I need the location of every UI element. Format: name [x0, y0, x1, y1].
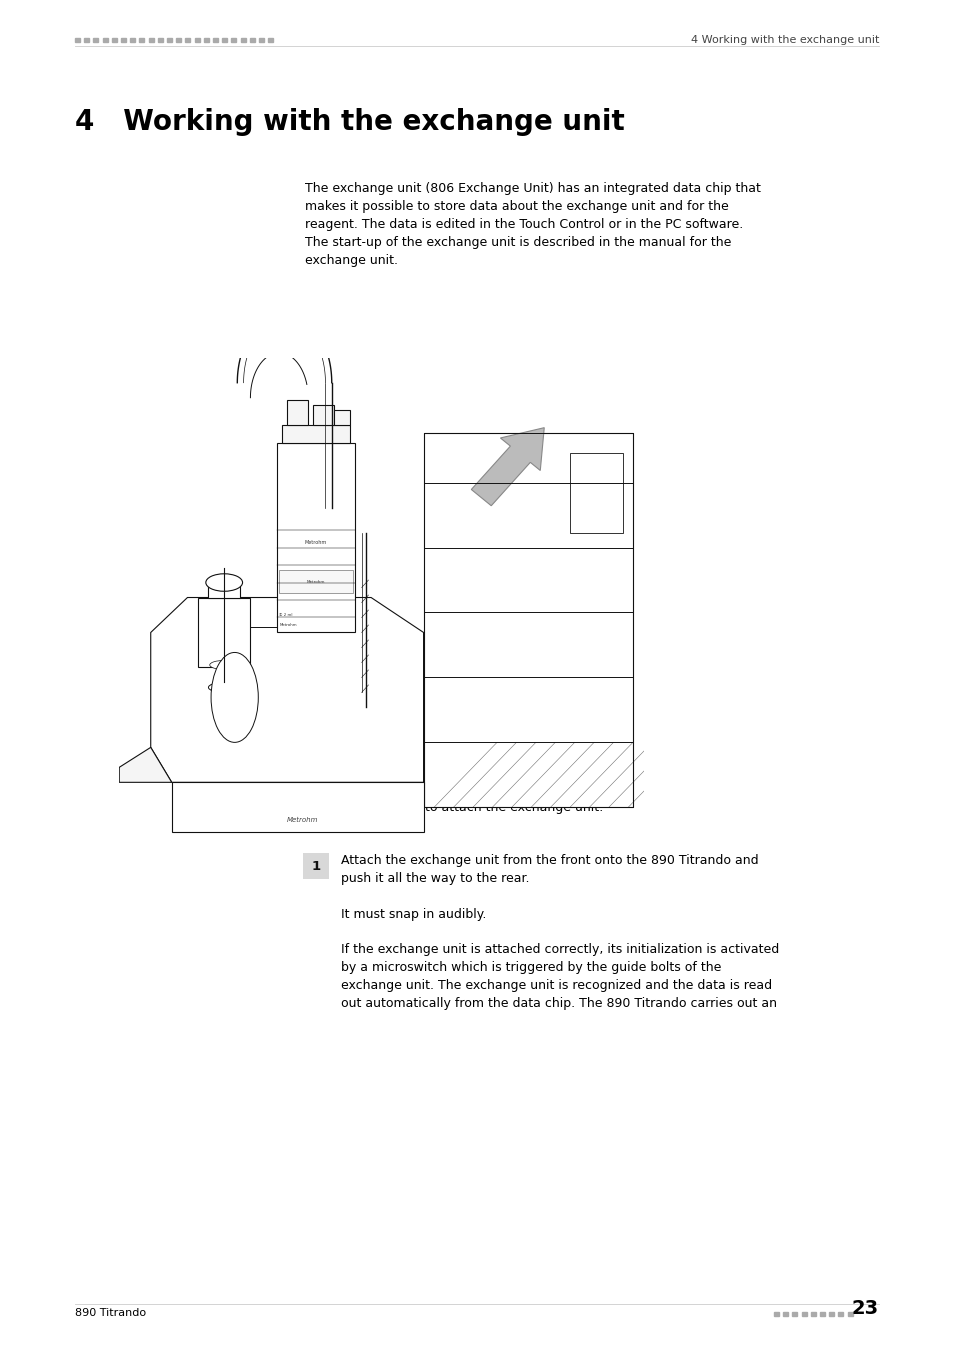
- Text: 4 Working with the exchange unit: 4 Working with the exchange unit: [690, 35, 878, 45]
- Bar: [208, 583, 240, 598]
- FancyBboxPatch shape: [423, 432, 633, 807]
- Text: 890 Titrando: 890 Titrando: [75, 1308, 146, 1318]
- Polygon shape: [119, 748, 172, 783]
- Bar: [213, 38, 218, 42]
- FancyArrow shape: [471, 428, 543, 506]
- Bar: [194, 38, 199, 42]
- Polygon shape: [151, 598, 423, 783]
- Text: If the exchange unit is attached correctly, its initialization is activated: If the exchange unit is attached correct…: [340, 944, 779, 956]
- Bar: [157, 38, 163, 42]
- Bar: [149, 38, 153, 42]
- Bar: [198, 598, 250, 667]
- Ellipse shape: [211, 652, 258, 742]
- Bar: [334, 410, 350, 425]
- Bar: [176, 38, 181, 42]
- Text: Attach the exchange unit from the front onto the 890 Titrando and: Attach the exchange unit from the front …: [340, 855, 758, 867]
- Bar: [139, 38, 144, 42]
- Bar: [185, 38, 191, 42]
- Text: 1: 1: [311, 860, 320, 872]
- Bar: [282, 425, 350, 443]
- Text: exchange unit.: exchange unit.: [305, 254, 397, 267]
- Text: Metrohm: Metrohm: [305, 540, 327, 545]
- Text: Metrohm: Metrohm: [307, 579, 325, 583]
- Bar: [782, 1312, 787, 1316]
- Bar: [130, 38, 135, 42]
- Bar: [313, 405, 335, 425]
- Text: ① 2 ml: ① 2 ml: [279, 613, 293, 617]
- Text: 23: 23: [851, 1299, 878, 1318]
- Text: by a microswitch which is triggered by the guide bolts of the: by a microswitch which is triggered by t…: [340, 961, 720, 973]
- Bar: [121, 38, 126, 42]
- Text: push it all the way to the rear.: push it all the way to the rear.: [340, 872, 529, 886]
- Bar: [232, 38, 236, 42]
- Text: The exchange unit (806 Exchange Unit) has an integrated data chip that: The exchange unit (806 Exchange Unit) ha…: [305, 182, 760, 194]
- Text: makes it possible to store data about the exchange unit and for the: makes it possible to store data about th…: [305, 200, 728, 213]
- Ellipse shape: [209, 683, 240, 693]
- Bar: [75, 38, 80, 42]
- Text: 4   Working with the exchange unit: 4 Working with the exchange unit: [75, 108, 624, 136]
- Text: reagent. The data is edited in the Touch Control or in the PC software.: reagent. The data is edited in the Touch…: [305, 217, 742, 231]
- Bar: [810, 1312, 815, 1316]
- Bar: [93, 38, 98, 42]
- Text: Attaching the exchange unit: Attaching the exchange unit: [367, 768, 560, 782]
- Bar: [773, 1312, 779, 1316]
- Text: Metrohm: Metrohm: [287, 817, 318, 822]
- Bar: [84, 38, 90, 42]
- Bar: [103, 38, 108, 42]
- Bar: [287, 400, 308, 425]
- Bar: [828, 1312, 833, 1316]
- Bar: [204, 38, 209, 42]
- Bar: [250, 38, 254, 42]
- Bar: [570, 452, 622, 533]
- Bar: [801, 1312, 805, 1316]
- Text: The start-up of the exchange unit is described in the manual for the: The start-up of the exchange unit is des…: [305, 236, 731, 248]
- Ellipse shape: [206, 574, 242, 591]
- Bar: [167, 38, 172, 42]
- Text: Proceed as follows to attach the exchange unit:: Proceed as follows to attach the exchang…: [305, 801, 602, 814]
- Bar: [240, 38, 245, 42]
- Bar: [172, 782, 423, 832]
- Text: Figure 13: Figure 13: [305, 768, 364, 782]
- Bar: [279, 570, 353, 593]
- Bar: [846, 1312, 852, 1316]
- Bar: [222, 38, 227, 42]
- Bar: [820, 1312, 824, 1316]
- Ellipse shape: [210, 660, 238, 670]
- Text: out automatically from the data chip. The 890 Titrando carries out an: out automatically from the data chip. Th…: [340, 998, 776, 1010]
- Bar: [112, 38, 116, 42]
- Text: It must snap in audibly.: It must snap in audibly.: [340, 909, 486, 921]
- Bar: [258, 38, 264, 42]
- Text: exchange unit. The exchange unit is recognized and the data is read: exchange unit. The exchange unit is reco…: [340, 979, 771, 992]
- Bar: [838, 1312, 842, 1316]
- Bar: [303, 853, 329, 879]
- Bar: [276, 443, 355, 632]
- Bar: [268, 38, 273, 42]
- Bar: [792, 1312, 797, 1316]
- Text: Metrohm: Metrohm: [279, 622, 296, 626]
